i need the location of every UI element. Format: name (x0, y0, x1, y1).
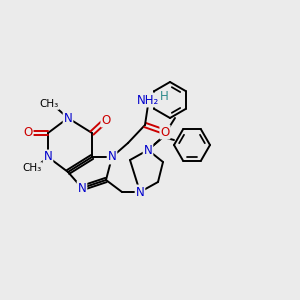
Text: CH₃: CH₃ (39, 99, 58, 109)
Text: NH₂: NH₂ (137, 94, 159, 106)
Text: N: N (144, 143, 152, 157)
Text: O: O (23, 127, 33, 140)
Text: CH₃: CH₃ (22, 163, 42, 173)
Text: N: N (64, 112, 72, 124)
Text: N: N (78, 182, 86, 194)
Text: H: H (160, 91, 168, 103)
Text: N: N (44, 151, 52, 164)
Text: N: N (136, 185, 144, 199)
Text: O: O (101, 113, 111, 127)
Text: N: N (108, 151, 116, 164)
Text: O: O (160, 125, 169, 139)
